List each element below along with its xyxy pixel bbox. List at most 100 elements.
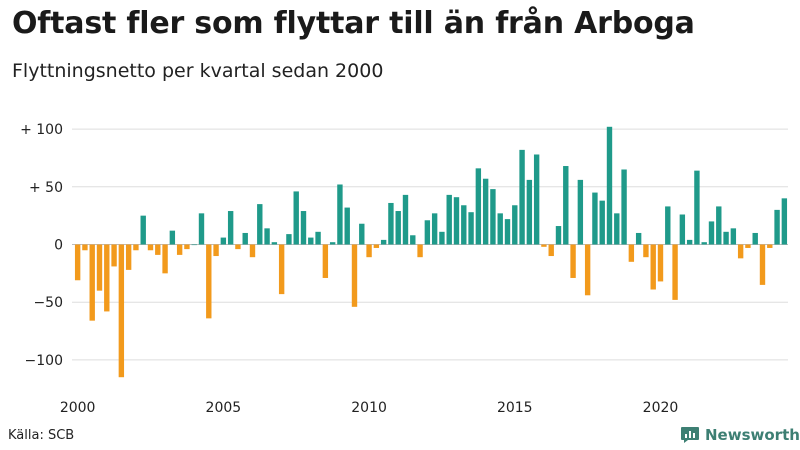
bar [599, 200, 605, 245]
bar [482, 178, 489, 245]
bar [74, 244, 81, 281]
bar [191, 244, 197, 246]
bar-chart: + 100 + 50 0 −50 −100 2000 2005 2010 2015 2020 [20, 122, 788, 416]
bar [402, 194, 409, 245]
bar [300, 211, 307, 245]
x-tick-label: 2010 [351, 400, 387, 416]
bar [541, 244, 547, 247]
bar [278, 244, 285, 295]
bar [89, 244, 95, 321]
bar [104, 244, 110, 312]
bar [395, 211, 401, 245]
y-tick-label: + 100 [20, 122, 63, 138]
bar [570, 244, 576, 278]
bar [672, 244, 678, 300]
bar [606, 126, 613, 245]
bar [271, 242, 278, 245]
bar [206, 244, 212, 319]
bar [512, 205, 518, 245]
bar [235, 244, 241, 250]
bar [526, 179, 533, 245]
bar [227, 211, 234, 245]
bar [359, 223, 365, 245]
x-tick-label: 2005 [206, 400, 242, 416]
bar [242, 232, 248, 245]
bar [417, 244, 423, 258]
x-tick-label: 2000 [60, 400, 96, 416]
source-note: Källa: SCB [8, 428, 75, 443]
bar [555, 226, 562, 245]
bar [679, 214, 686, 245]
y-tick-label: 0 [54, 238, 63, 254]
bar [635, 232, 642, 245]
bar [424, 220, 431, 245]
bar [410, 235, 416, 245]
bar [533, 154, 540, 245]
bar [752, 232, 758, 245]
bar [490, 189, 496, 245]
bar [329, 242, 336, 245]
bar [592, 192, 598, 245]
bar [322, 244, 329, 278]
bar [388, 202, 394, 245]
brand-name: Newsworthy [705, 426, 800, 444]
bar [344, 207, 350, 245]
bar [461, 205, 467, 245]
bar [563, 166, 569, 245]
x-tick-label: 2020 [643, 400, 679, 416]
bar [220, 237, 227, 245]
bar [264, 228, 270, 245]
bar [621, 169, 627, 245]
bar [694, 170, 700, 245]
bar [686, 239, 693, 245]
y-tick-label: −50 [33, 295, 63, 311]
bar [475, 168, 482, 245]
bar [162, 244, 168, 274]
bar [497, 213, 503, 245]
bar [315, 231, 321, 245]
bar [198, 213, 205, 245]
bar [439, 231, 445, 245]
bar [781, 198, 788, 245]
bar [453, 197, 460, 245]
bar [767, 244, 773, 248]
bar [708, 221, 715, 245]
bar [723, 231, 729, 245]
bar [351, 244, 358, 307]
bar [759, 244, 766, 285]
bar [111, 244, 117, 267]
bar [82, 244, 88, 251]
chart-bubble-icon [681, 427, 699, 443]
bar [169, 230, 176, 245]
bar [745, 244, 751, 248]
bar [737, 244, 744, 259]
bar [628, 244, 635, 262]
bar [366, 244, 372, 258]
bar [504, 219, 511, 245]
bar [118, 244, 125, 378]
bar [96, 244, 103, 291]
y-tick-label: −100 [25, 353, 63, 369]
bar [584, 244, 591, 296]
bar [650, 244, 656, 290]
bar [665, 206, 671, 245]
bar [614, 213, 620, 245]
bar [249, 244, 256, 258]
bar [643, 244, 649, 258]
bar [176, 244, 183, 255]
bar [701, 242, 707, 245]
newsworthy-logo[interactable]: Newsworthy [680, 426, 800, 444]
bar [286, 234, 292, 245]
bar [125, 244, 132, 270]
bar [140, 215, 146, 245]
bar [293, 191, 299, 245]
chart-subtitle: Flyttningsnetto per kvartal sedan 2000 [12, 60, 384, 82]
bar [155, 244, 161, 255]
bar [446, 194, 452, 245]
bar [468, 212, 474, 245]
bar [577, 179, 584, 245]
bar [133, 244, 139, 251]
bar [308, 237, 314, 245]
bar [548, 244, 554, 257]
bar [337, 184, 343, 245]
